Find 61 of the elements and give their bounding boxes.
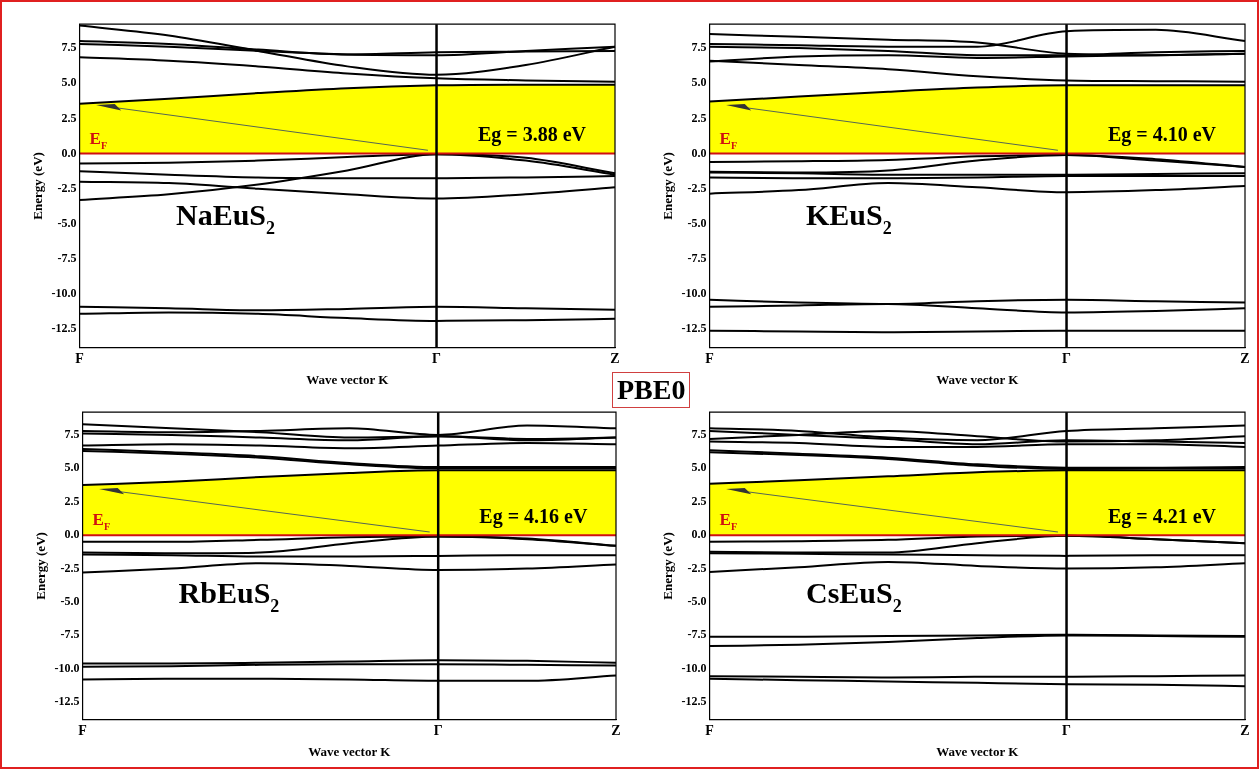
y-tick-label: 2.5 — [691, 110, 707, 125]
x-tick-label: Z — [1240, 350, 1250, 366]
y-tick-label: -5.0 — [687, 215, 707, 230]
y-tick-label: 2.5 — [64, 493, 80, 508]
x-axis-title: Wave vector K — [306, 371, 390, 387]
y-tick-label: 5.0 — [61, 75, 77, 90]
y-tick-label: 5.0 — [691, 75, 707, 90]
y-tick-label: 7.5 — [64, 427, 80, 442]
annotation: Eg = 4.21 eV — [1107, 504, 1217, 528]
y-tick-label: 0.0 — [61, 145, 77, 160]
y-axis-title: Energy (eV) — [660, 532, 676, 600]
x-tick-label: Z — [1240, 722, 1250, 738]
x-axis-title: Wave vector K — [308, 743, 392, 759]
y-tick-label: -12.5 — [681, 321, 707, 336]
x-tick-label: Γ — [432, 350, 442, 366]
y-tick-label: -2.5 — [687, 180, 707, 195]
x-tick-label: F — [78, 722, 87, 738]
x-tick-label: Z — [610, 350, 620, 366]
x-tick-label: F — [705, 722, 714, 738]
y-tick-label: -5.0 — [687, 594, 707, 609]
y-tick-label: -5.0 — [60, 594, 80, 609]
y-tick-label: -5.0 — [57, 215, 77, 230]
y-tick-label: -2.5 — [60, 560, 80, 575]
y-tick-label: -2.5 — [57, 180, 77, 195]
y-tick-label: -2.5 — [687, 560, 707, 575]
y-axis-title: Energy (eV) — [30, 152, 46, 220]
y-tick-label: -7.5 — [687, 627, 707, 642]
y-tick-label: -7.5 — [687, 251, 707, 266]
x-axis-title: Wave vector K — [936, 743, 1020, 759]
x-axis-title: Wave vector K — [936, 371, 1020, 387]
annotation: Eg = 4.16 eV — [479, 504, 588, 528]
y-tick-label: 7.5 — [691, 427, 707, 442]
y-tick-label: 7.5 — [691, 40, 707, 55]
y-tick-label: -10.0 — [681, 286, 707, 301]
y-tick-label: -12.5 — [51, 321, 77, 336]
text: PBE0 — [612, 372, 691, 408]
y-tick-label: -7.5 — [57, 251, 77, 266]
x-tick-label: Z — [611, 722, 621, 738]
x-tick-label: Γ — [1062, 722, 1072, 738]
annotation: Eg = 4.10 eV — [1107, 122, 1217, 146]
y-tick-label: -7.5 — [60, 627, 80, 642]
y-tick-label: -10.0 — [54, 660, 80, 675]
y-tick-label: 5.0 — [64, 460, 80, 475]
y-axis-title: Energy (eV) — [33, 532, 49, 600]
x-tick-label: F — [705, 350, 714, 366]
y-tick-label: -12.5 — [54, 694, 80, 709]
y-tick-label: -10.0 — [51, 286, 77, 301]
y-tick-label: 2.5 — [61, 110, 77, 125]
x-tick-label: Γ — [1062, 350, 1072, 366]
x-tick-label: F — [75, 350, 84, 366]
y-tick-label: 0.0 — [691, 527, 707, 542]
y-tick-label: 7.5 — [61, 40, 77, 55]
y-tick-label: 2.5 — [691, 493, 707, 508]
x-tick-label: Γ — [433, 722, 443, 738]
y-tick-label: 0.0 — [691, 145, 707, 160]
y-tick-label: -12.5 — [681, 694, 707, 709]
y-tick-label: -10.0 — [681, 660, 707, 675]
y-tick-label: 0.0 — [64, 527, 80, 542]
y-tick-label: 5.0 — [691, 460, 707, 475]
y-axis-title: Energy (eV) — [660, 152, 676, 220]
annotation: Eg = 3.88 eV — [477, 122, 587, 146]
